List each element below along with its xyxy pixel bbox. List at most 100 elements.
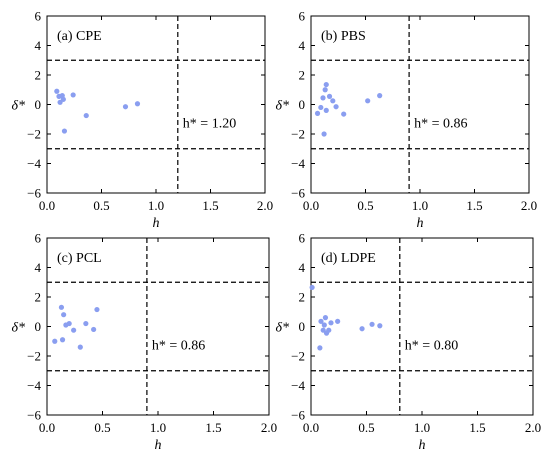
data-point bbox=[66, 320, 72, 327]
y-axis-label: δ* bbox=[275, 321, 289, 336]
y-tick-label: 0 bbox=[35, 319, 42, 334]
panel-3: 6 4 2 0 −2 −4 −60.0 0.5 1.0 1.5 2.0 h δ* (c) PCL h* = … bbox=[11, 231, 277, 454]
data-point bbox=[320, 327, 326, 333]
data-point bbox=[326, 327, 332, 333]
data-point bbox=[321, 131, 327, 137]
y-tick-label: −4 bbox=[27, 156, 41, 171]
y-tick-label: 6 bbox=[35, 9, 42, 24]
y-tick-label: −4 bbox=[291, 156, 305, 171]
y-tick-label: 0 bbox=[35, 97, 42, 112]
data-point bbox=[94, 306, 100, 313]
y-tick-label: 2 bbox=[35, 68, 42, 83]
y-tick-label: 6 bbox=[299, 9, 306, 24]
data-point bbox=[309, 284, 315, 291]
x-axis-label: h bbox=[419, 438, 426, 453]
data-point bbox=[333, 104, 339, 110]
y-tick-label: 4 bbox=[299, 260, 306, 275]
x-tick-label: 0.5 bbox=[94, 420, 110, 435]
panel-4: 6 4 2 0 −2 −4 −60.0 0.5 1.0 1.5 2.0 h δ* (d) LDPE h* =… bbox=[275, 231, 541, 454]
data-point bbox=[83, 112, 89, 119]
x-axis-label: h bbox=[417, 216, 424, 231]
data-point bbox=[91, 326, 97, 333]
y-tick-label: −4 bbox=[27, 378, 41, 393]
panel-2: 6 4 2 0 −2 −4 −60.0 0.5 1.0 1.5 2.0 h δ* (b) PBS h* = … bbox=[275, 9, 537, 232]
x-tick-label: 1.0 bbox=[150, 420, 166, 435]
h-star-annotation: h* = 1.20 bbox=[183, 116, 236, 131]
data-point bbox=[318, 104, 324, 111]
x-tick-label: 0.0 bbox=[39, 198, 55, 213]
x-tick-label: 1.0 bbox=[148, 198, 164, 213]
data-point bbox=[330, 98, 336, 104]
y-tick-label: 2 bbox=[299, 290, 306, 305]
panel-label: (a) CPE bbox=[57, 29, 102, 44]
data-point bbox=[122, 104, 129, 110]
data-point bbox=[314, 110, 321, 116]
x-tick-label: 0.0 bbox=[303, 420, 319, 435]
y-axis-label: δ* bbox=[11, 99, 25, 114]
y-tick-label: 6 bbox=[299, 231, 306, 246]
panel-label: (c) PCL bbox=[57, 251, 102, 266]
x-tick-label: 1.5 bbox=[205, 420, 221, 435]
data-point bbox=[322, 87, 328, 93]
y-tick-label: 2 bbox=[35, 290, 42, 305]
y-tick-label: −2 bbox=[291, 349, 305, 364]
h-star-annotation: h* = 0.86 bbox=[152, 338, 205, 353]
data-point bbox=[326, 93, 333, 99]
data-point bbox=[323, 107, 329, 113]
y-tick-label: 6 bbox=[35, 231, 42, 246]
y-axis-label: δ* bbox=[11, 321, 25, 336]
y-tick-label: 2 bbox=[299, 68, 306, 83]
h-star-annotation: h* = 0.86 bbox=[414, 116, 467, 131]
x-axis-label: h bbox=[155, 438, 162, 453]
data-point bbox=[320, 95, 326, 101]
data-point bbox=[70, 92, 76, 98]
x-tick-label: 1.0 bbox=[414, 420, 430, 435]
x-tick-label: 2.0 bbox=[525, 420, 541, 435]
y-tick-label: −6 bbox=[291, 408, 305, 423]
data-point bbox=[60, 96, 66, 102]
data-point bbox=[58, 304, 65, 310]
data-point bbox=[322, 315, 329, 321]
y-tick-label: −2 bbox=[27, 127, 41, 142]
x-tick-label: 1.5 bbox=[469, 420, 485, 435]
data-point bbox=[321, 322, 327, 328]
x-tick-label: 2.0 bbox=[521, 198, 537, 213]
x-tick-label: 1.5 bbox=[202, 198, 218, 213]
data-point bbox=[77, 344, 83, 350]
data-point bbox=[369, 321, 375, 327]
data-point bbox=[61, 312, 67, 318]
y-tick-label: 4 bbox=[35, 38, 42, 53]
y-tick-label: 0 bbox=[299, 319, 306, 334]
panel-label: (b) PBS bbox=[321, 29, 366, 44]
h-star-annotation: h* = 0.80 bbox=[405, 338, 458, 353]
data-point bbox=[318, 318, 324, 324]
data-point bbox=[52, 338, 58, 344]
data-point bbox=[341, 111, 347, 117]
data-point bbox=[317, 345, 323, 351]
data-point bbox=[134, 101, 141, 107]
x-tick-label: 0.5 bbox=[358, 420, 374, 435]
data-point bbox=[323, 81, 329, 88]
data-point bbox=[59, 337, 66, 343]
y-tick-label: 4 bbox=[35, 260, 42, 275]
data-point bbox=[83, 320, 89, 327]
y-tick-label: −2 bbox=[27, 349, 41, 364]
x-tick-label: 2.0 bbox=[257, 198, 273, 213]
y-axis-label: δ* bbox=[275, 99, 289, 114]
data-point bbox=[71, 327, 77, 333]
data-point bbox=[377, 323, 383, 329]
x-axis-label: h bbox=[153, 216, 160, 231]
data-point bbox=[359, 326, 365, 332]
y-tick-label: −6 bbox=[27, 408, 41, 423]
data-point bbox=[335, 318, 341, 324]
x-tick-label: 0.0 bbox=[39, 420, 55, 435]
y-tick-label: −6 bbox=[27, 186, 41, 201]
y-tick-label: −2 bbox=[291, 127, 305, 142]
x-tick-label: 0.5 bbox=[357, 198, 373, 213]
data-point bbox=[328, 320, 334, 326]
data-point bbox=[365, 98, 371, 104]
data-point bbox=[377, 93, 383, 99]
y-tick-label: 4 bbox=[299, 38, 306, 53]
data-point bbox=[54, 88, 60, 94]
